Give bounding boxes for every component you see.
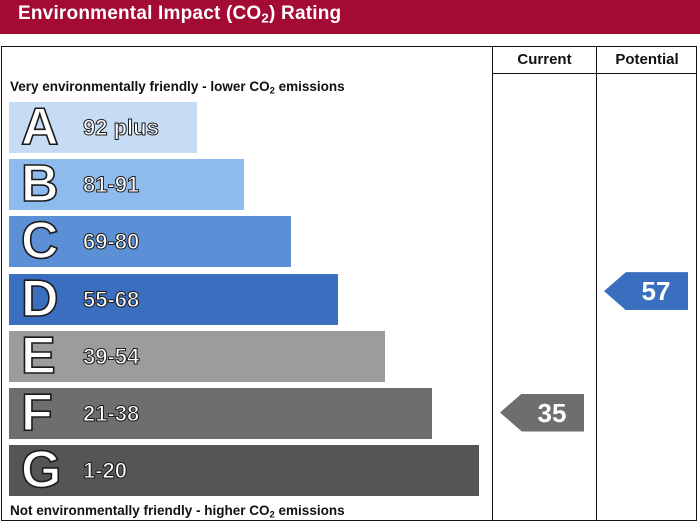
band-letter: E (20, 326, 56, 386)
band-g: G 1-20 (9, 440, 479, 500)
potential-column-header: Potential (615, 51, 679, 68)
column-header-divider (492, 73, 697, 74)
band-range: 69-80 (82, 229, 140, 255)
band-range: 92 plus (83, 115, 160, 141)
band-e: E 39-54 (9, 326, 385, 386)
bottom-caption-text-end: emissions (274, 503, 345, 518)
band-range: 81-91 (82, 172, 140, 198)
band-letter: F (20, 383, 53, 443)
rating-frame (1, 46, 697, 521)
title-text: Environmental Impact (CO (18, 3, 262, 24)
band-letter: B (20, 154, 59, 214)
band-range: 21-38 (82, 401, 140, 427)
potential-column-divider (596, 46, 597, 521)
top-caption: Very environmentally friendly - lower CO… (10, 79, 345, 96)
current-rating-value: 35 (537, 397, 567, 428)
current-column-header: Current (517, 51, 572, 68)
title-text-end: ) Rating (269, 3, 342, 24)
top-caption-text-end: emissions (274, 79, 345, 94)
header-bar: Environmental Impact (CO2) Rating (0, 0, 700, 34)
band-letter: G (20, 440, 62, 500)
bottom-caption: Not environmentally friendly - higher CO… (10, 503, 345, 520)
bottom-caption-subscript: 2 (269, 509, 275, 521)
potential-rating-value: 57 (641, 276, 671, 307)
page-title: Environmental Impact (CO2) Rating (18, 3, 341, 25)
current-column-divider (492, 46, 493, 521)
band-f: F 21-38 (9, 383, 432, 443)
bottom-caption-text: Not environmentally friendly - higher CO (10, 503, 270, 518)
band-letter: D (20, 269, 59, 329)
band-letter: C (20, 212, 59, 272)
band-c: C 69-80 (9, 212, 291, 271)
title-subscript: 2 (261, 10, 270, 26)
band-range: 1-20 (82, 458, 128, 484)
top-caption-text: Very environmentally friendly - lower CO (10, 79, 270, 94)
band-b: B 81-91 (9, 154, 244, 214)
band-a: A 92 plus (9, 97, 197, 157)
band-d: D 55-68 (9, 269, 338, 328)
top-caption-subscript: 2 (269, 85, 275, 97)
band-range: 39-54 (82, 343, 140, 369)
band-range: 55-68 (82, 286, 140, 312)
band-letter: A (20, 97, 59, 157)
